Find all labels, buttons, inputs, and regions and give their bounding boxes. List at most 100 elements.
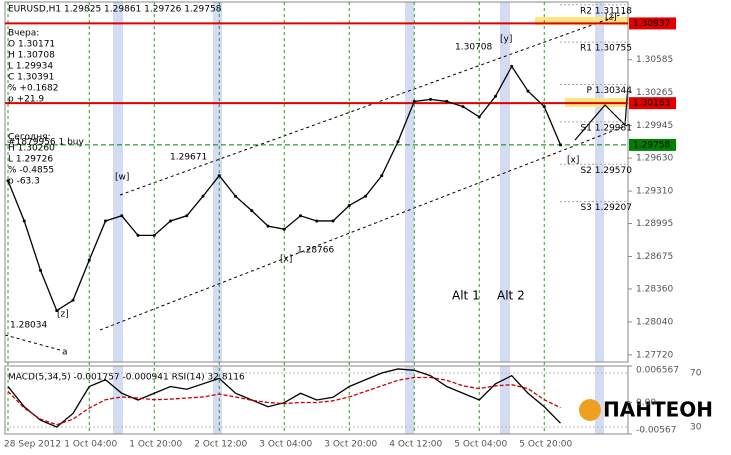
series-line: [7, 376, 561, 426]
indicator-frame: [4, 365, 629, 435]
annotation: 1.28766: [297, 246, 334, 256]
y-tick-label: 1.27720: [636, 350, 673, 360]
price-point: [22, 219, 26, 223]
price-point: [266, 224, 270, 228]
pivot-label: S2 1.29570: [580, 166, 632, 176]
annotation: [z]: [605, 13, 617, 23]
y-tick-label: 1.28360: [636, 284, 673, 294]
price-point: [185, 214, 189, 218]
price-point: [445, 99, 449, 103]
annotation: [z]: [57, 310, 69, 320]
price-point: [104, 219, 107, 223]
price-point: [380, 174, 384, 178]
y-tick-label: 1.28675: [636, 252, 673, 262]
annotation: [y]: [500, 35, 512, 45]
pivot-label: R1 1.30755: [580, 44, 632, 54]
price-point: [364, 194, 367, 198]
y2-tick-label: -0.00567: [636, 426, 676, 436]
y-tick-label: 1.30265: [636, 88, 673, 98]
price-point: [299, 214, 302, 218]
info-line: C 1.30391: [8, 73, 54, 83]
price-point: [477, 115, 481, 119]
price-point: [526, 89, 530, 93]
level-box: [629, 97, 676, 110]
y-tick-label: 1.29310: [636, 187, 673, 197]
info-line: H 1.30260: [8, 144, 55, 154]
info-line: L 1.29726: [8, 155, 53, 165]
x-tick-label: 28 Sep 2012: [4, 440, 61, 450]
annotation: a: [62, 348, 68, 358]
chart-title: EURUSD,H1 1.29825 1.29861 1.29726 1.2975…: [8, 5, 222, 15]
price-point: [282, 227, 286, 231]
price-point: [347, 203, 351, 207]
price-point: [6, 179, 10, 183]
price-point: [169, 219, 172, 223]
info-line: L 1.29934: [8, 62, 53, 72]
price-point: [120, 214, 124, 218]
price-point: [250, 209, 254, 213]
info-line: p +21.9: [8, 95, 44, 105]
y-tick-label: 1.29945: [636, 121, 673, 131]
session-bands: [113, 2, 604, 434]
price-point: [542, 105, 546, 109]
annotation: 1.28034: [10, 321, 47, 331]
level-box: [629, 17, 676, 30]
level-label: 1.30163: [633, 99, 670, 109]
price-point: [87, 258, 91, 262]
price-point: [217, 174, 221, 178]
x-tick-label: 5 Oct 20:00: [519, 440, 572, 450]
info-line: H 1.30708: [8, 51, 55, 61]
x-tick-label: 3 Oct 04:00: [259, 440, 312, 450]
level-label: 1.30937: [633, 19, 670, 29]
price-point: [315, 219, 319, 223]
info-line: % +0.1682: [8, 84, 58, 94]
price-point: [461, 105, 465, 109]
price-point: [71, 298, 75, 302]
level-box: [629, 138, 676, 151]
y-tick-label: 1.29630: [636, 154, 673, 164]
logo: ПАНТЕОН: [579, 398, 713, 422]
price-point: [201, 194, 205, 198]
main-frame: [4, 1, 629, 363]
price-point: [559, 143, 562, 147]
pivot-label: R2 1.31118: [580, 6, 632, 16]
x-tick-label: 3 Oct 20:00: [324, 440, 377, 450]
x-tick-label: 1 Oct 04:00: [64, 440, 117, 450]
series-line: [7, 368, 561, 428]
price-point: [494, 94, 497, 98]
x-tick-label: 2 Oct 12:00: [194, 440, 247, 450]
level-label: 1.29758: [633, 140, 670, 150]
price-point: [331, 219, 335, 223]
annotation: Alt 2: [497, 289, 525, 303]
info-line: Сегодня:: [8, 133, 51, 143]
info-line: % -0.4855: [8, 166, 54, 176]
x-tick-label: 4 Oct 12:00: [389, 440, 442, 450]
annotation: Alt 1: [452, 289, 480, 303]
pivot-label: S1 1.29981: [580, 123, 632, 133]
price-point: [136, 233, 140, 237]
annotation: [x]: [280, 255, 292, 265]
pivot-label: S3 1.29207: [580, 203, 632, 213]
indicator-title: MACD(5,34,5) -0.001757 -0.000941 RSI(14)…: [8, 373, 245, 383]
y-tick-label: 70: [690, 369, 702, 379]
info-line: p -63.3: [8, 177, 40, 187]
x-tick-label: 1 Oct 20:00: [129, 440, 182, 450]
price-point: [39, 268, 42, 272]
price-point: [429, 97, 432, 101]
order-label: #1879956 1 buy: [8, 138, 84, 148]
y-tick-label: 30: [690, 422, 702, 432]
price-point: [55, 309, 59, 313]
price-point: [152, 233, 156, 237]
price-point: [412, 99, 416, 103]
zone: [535, 17, 628, 25]
logo-text: ПАНТЕОН: [603, 398, 713, 422]
channel: [4, 11, 629, 351]
annotation: [x]: [567, 156, 579, 166]
annotation: [w]: [115, 173, 129, 183]
y2-tick-label: 0.006567: [636, 366, 679, 376]
price-point: [234, 194, 237, 198]
annotation: 1.29671: [170, 153, 207, 163]
x-tick-label: 5 Oct 04:00: [454, 440, 507, 450]
